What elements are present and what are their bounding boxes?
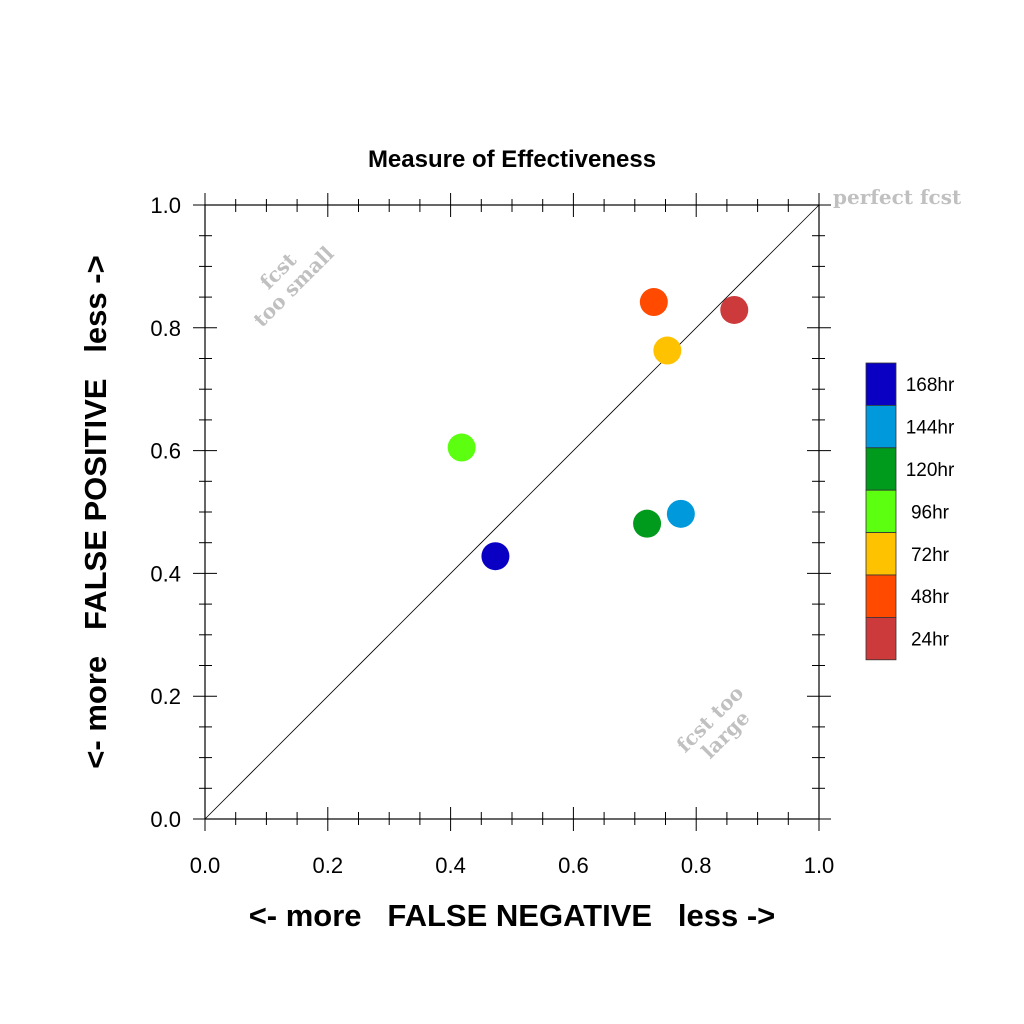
too-large-annotation: fcst too large	[672, 681, 755, 764]
y-tick-label: 1.0	[150, 193, 181, 218]
point-72hr	[653, 336, 682, 365]
legend-label-120hr: 120hr	[906, 460, 955, 481]
point-96hr	[447, 433, 476, 462]
data-points	[447, 288, 749, 571]
chart-title: Measure of Effectiveness	[368, 146, 656, 173]
point-144hr	[666, 499, 695, 528]
y-tick-label: 0.0	[150, 807, 181, 832]
y-tick-label: 0.8	[150, 316, 181, 341]
legend-swatch-72hr	[865, 532, 897, 576]
x-tick-label: 1.0	[804, 853, 835, 878]
x-tick-label: 0.4	[435, 853, 466, 878]
legend-swatch-96hr	[865, 489, 897, 534]
legend-label-96hr: 96hr	[911, 502, 950, 523]
x-axis-label: <- more FALSE NEGATIVE less ->	[249, 898, 776, 933]
y-axis-label: <- more FALSE POSITIVE less ->	[78, 255, 113, 768]
legend-label-24hr: 24hr	[911, 630, 950, 651]
too-small-annotation: fcst too small	[248, 241, 338, 331]
legend-swatch-144hr	[865, 404, 897, 449]
x-tick-label: 0.2	[313, 853, 344, 878]
tick-labels: 0.0 0.2 0.4 0.6 0.8 1.0 0.0 0.2 0.4 0.6 0.8 1.0	[150, 193, 834, 878]
perfect-forecast-annotation: perfect fcst	[833, 185, 962, 209]
axis-ticks	[193, 193, 831, 831]
point-24hr	[720, 295, 749, 324]
legend-swatch-120hr	[865, 447, 897, 491]
point-48hr	[639, 288, 668, 317]
legend-label-144hr: 144hr	[906, 418, 955, 439]
legend: 168hr 144hr 120hr 96hr 72hr 48hr 24hr	[865, 362, 955, 661]
too-small-line-2: too small	[248, 241, 338, 331]
legend-label-72hr: 72hr	[911, 545, 950, 566]
point-120hr	[633, 509, 662, 538]
y-tick-label: 0.6	[150, 439, 181, 464]
x-tick-label: 0.6	[558, 853, 589, 878]
legend-label-48hr: 48hr	[911, 587, 950, 608]
legend-swatch-168hr	[865, 362, 897, 406]
y-tick-label: 0.4	[150, 561, 181, 586]
x-tick-label: 0.8	[681, 853, 712, 878]
legend-swatch-48hr	[865, 574, 897, 618]
y-tick-label: 0.2	[150, 684, 181, 709]
legend-swatch-24hr	[865, 617, 897, 661]
perfect-forecast-line	[204, 204, 820, 820]
legend-label-168hr: 168hr	[906, 375, 955, 396]
point-168hr	[481, 542, 510, 571]
x-tick-label: 0.0	[190, 853, 221, 878]
